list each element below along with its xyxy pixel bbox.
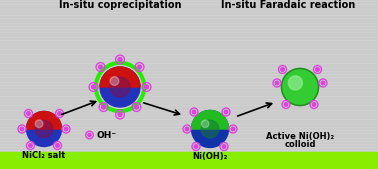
Circle shape: [58, 112, 61, 115]
Circle shape: [312, 103, 316, 106]
Circle shape: [135, 105, 138, 109]
Circle shape: [201, 120, 209, 128]
Circle shape: [35, 120, 43, 128]
Bar: [0, 151, 378, 169]
Circle shape: [64, 127, 68, 131]
Circle shape: [194, 145, 198, 148]
Text: OH⁻: OH⁻: [96, 130, 116, 139]
Circle shape: [118, 113, 122, 116]
Circle shape: [224, 110, 228, 114]
Circle shape: [20, 127, 24, 131]
Circle shape: [99, 65, 102, 69]
Text: colloid: colloid: [284, 140, 316, 149]
Circle shape: [316, 68, 319, 71]
Circle shape: [288, 76, 302, 90]
Circle shape: [201, 120, 219, 138]
Circle shape: [56, 144, 59, 147]
Circle shape: [102, 105, 105, 109]
Wedge shape: [26, 112, 62, 129]
Circle shape: [281, 68, 284, 71]
Circle shape: [35, 120, 53, 138]
Circle shape: [88, 133, 91, 137]
Circle shape: [192, 111, 228, 148]
Circle shape: [231, 127, 235, 131]
Circle shape: [29, 144, 32, 147]
Circle shape: [222, 145, 226, 148]
Circle shape: [275, 81, 279, 85]
Circle shape: [100, 67, 140, 107]
Circle shape: [118, 57, 122, 62]
Circle shape: [110, 77, 119, 85]
Circle shape: [99, 66, 141, 108]
Circle shape: [26, 112, 62, 147]
Circle shape: [284, 103, 288, 106]
Circle shape: [27, 112, 30, 115]
Circle shape: [110, 77, 130, 97]
Circle shape: [138, 65, 141, 69]
Circle shape: [144, 85, 149, 89]
Circle shape: [192, 110, 196, 114]
Wedge shape: [192, 111, 228, 129]
Circle shape: [94, 62, 146, 113]
Circle shape: [282, 68, 319, 105]
Circle shape: [185, 127, 189, 131]
Text: Active Ni(OH)₂: Active Ni(OH)₂: [266, 132, 334, 141]
Circle shape: [321, 81, 325, 85]
Text: NiCl₂ salt: NiCl₂ salt: [22, 151, 66, 161]
Wedge shape: [100, 67, 140, 87]
Text: Ni(OH)₂: Ni(OH)₂: [192, 151, 228, 161]
Text: In-situ Faradaic reaction: In-situ Faradaic reaction: [221, 0, 355, 10]
Circle shape: [91, 85, 96, 89]
Text: In-situ coprecipitation: In-situ coprecipitation: [59, 0, 181, 10]
